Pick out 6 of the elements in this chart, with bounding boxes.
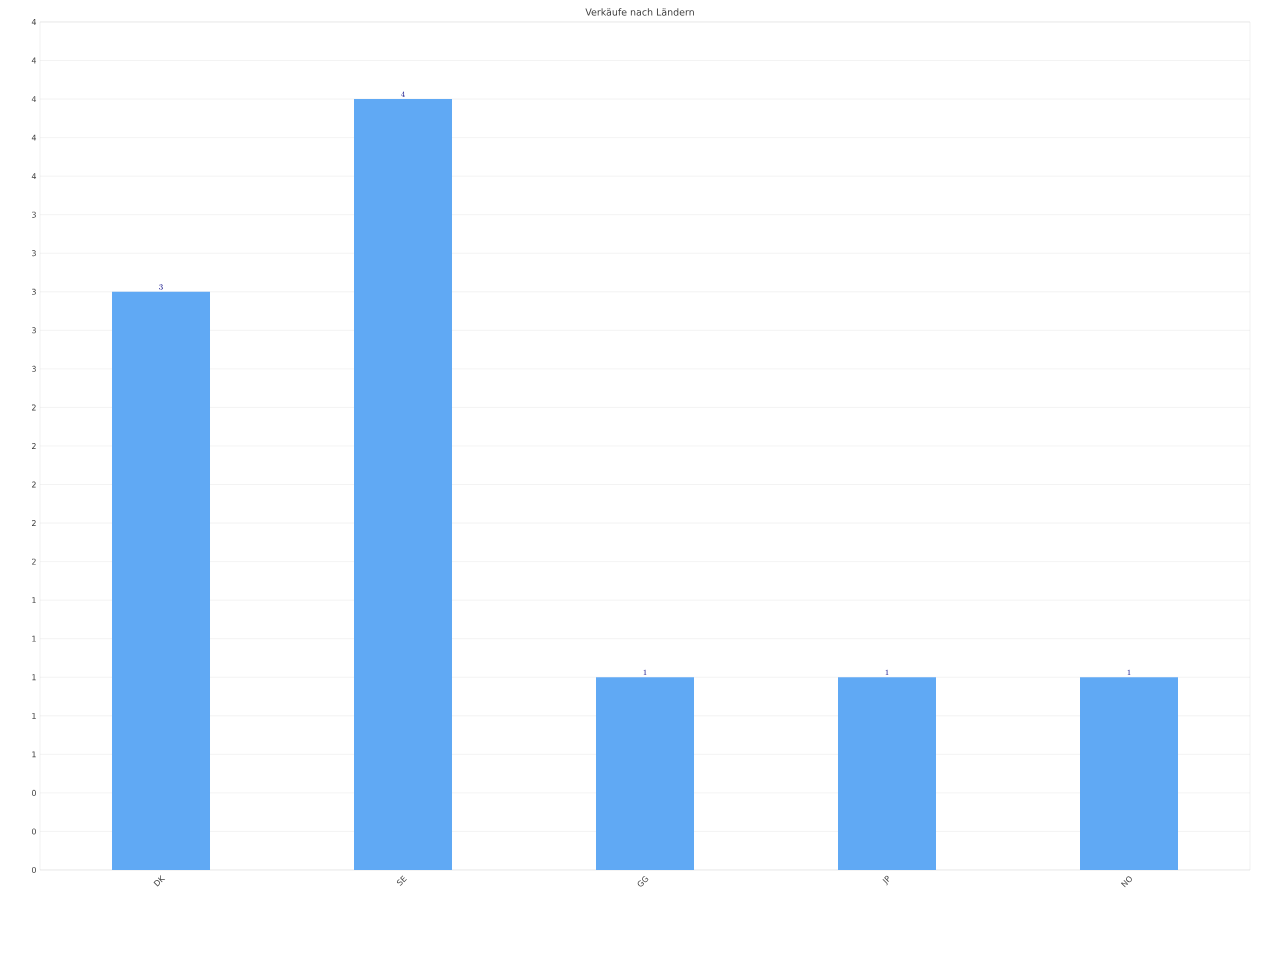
chart-title: Verkäufe nach Ländern: [585, 8, 694, 16]
bar: [112, 291, 211, 870]
bar: [354, 99, 453, 870]
bar: [838, 677, 936, 870]
bar: [596, 677, 694, 870]
bar: [1080, 677, 1178, 870]
